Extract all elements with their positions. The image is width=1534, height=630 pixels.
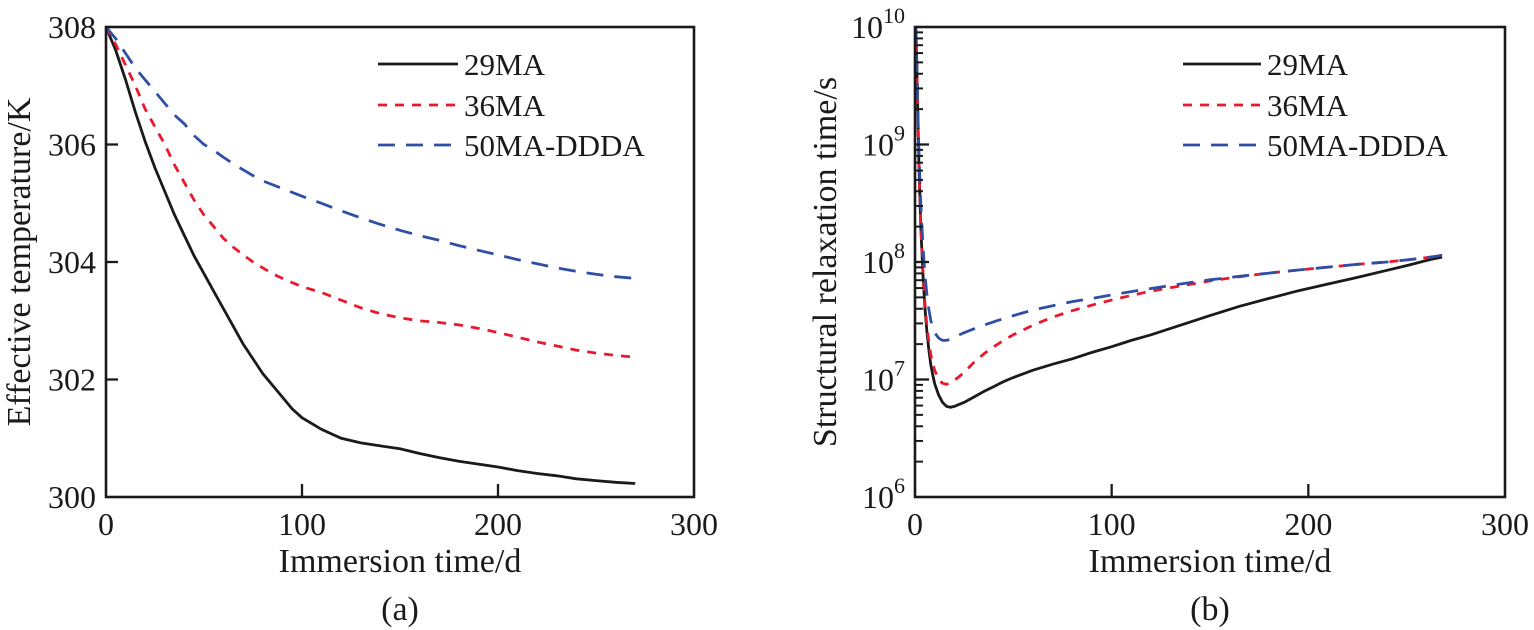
y-tick-label: 108 <box>862 238 905 280</box>
x-tick-label: 200 <box>474 506 522 542</box>
legend-label: 36MA <box>1267 88 1349 123</box>
y-tick-label: 1010 <box>851 3 905 45</box>
y-axis-label: Structural relaxation time/s <box>807 77 844 447</box>
y-tick-label: 109 <box>862 121 905 163</box>
y-tick-label: 302 <box>48 362 96 398</box>
y-tick-label: 304 <box>48 244 96 280</box>
y-tick-label: 106 <box>862 473 905 515</box>
series-line-36ma <box>104 26 636 359</box>
x-tick-label: 100 <box>278 506 326 542</box>
series-line-36ma <box>914 26 1443 386</box>
x-tick-label: 300 <box>670 506 718 542</box>
plot-frame <box>104 25 696 499</box>
legend-label: 29MA <box>1267 47 1349 82</box>
panel-caption: (a) <box>381 591 419 628</box>
legend-label: 50MA-DDDA <box>464 128 645 163</box>
x-tick-label: 0 <box>98 506 114 542</box>
legend-label: 50MA-DDDA <box>1267 128 1448 163</box>
y-tick-label: 306 <box>48 127 96 163</box>
y-axis-label: Effective temperature/K <box>1 97 38 426</box>
series-line-29ma <box>914 29 1443 409</box>
y-tick-label: 107 <box>862 356 905 398</box>
legend: 29MA 36MA 50MA-DDDA <box>1183 47 1448 163</box>
series-line-29ma <box>104 26 636 485</box>
x-axis-label: Immersion time/d <box>1089 543 1332 580</box>
chart-panel-a: 0 100 200 300 300 302 304 306 308 Immersion time/… <box>1 9 718 628</box>
panel-caption: (b) <box>1190 591 1230 628</box>
x-tick-label: 0 <box>907 506 923 542</box>
y-tick-label: 300 <box>48 479 96 515</box>
legend: 29MA 36MA 50MA-DDDA <box>378 47 645 163</box>
chart-panel-b: 0 100 200 300 106 107 108 109 1010 Immersion time… <box>807 3 1529 628</box>
x-tick-label: 200 <box>1284 506 1332 542</box>
x-tick-label: 100 <box>1088 506 1136 542</box>
x-tick-label: 300 <box>1481 506 1529 542</box>
x-axis-label: Immersion time/d <box>279 543 522 580</box>
series-line-50ma-ddda <box>914 26 1443 342</box>
series-line-50ma-ddda <box>104 26 636 280</box>
y-tick-label: 308 <box>48 9 96 45</box>
legend-label: 29MA <box>464 47 546 82</box>
legend-label: 36MA <box>464 88 546 123</box>
